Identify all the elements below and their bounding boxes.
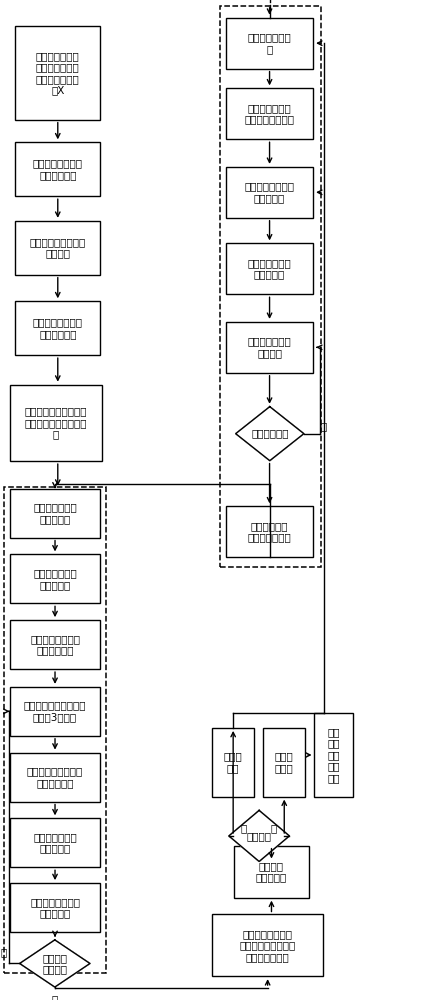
Text: 误差允许: 误差允许 (247, 831, 272, 841)
Bar (15, 221, 101, 275)
Bar (10, 883, 101, 932)
Bar (10, 687, 101, 736)
Text: 初始化训练集数
据: 初始化训练集数 据 (248, 32, 291, 54)
Text: 采用实验设计方法生
成样本集: 采用实验设计方法生 成样本集 (30, 237, 86, 259)
Text: 更新回归精度、
惩罚因子: 更新回归精度、 惩罚因子 (248, 337, 291, 358)
Text: 计算气动、电磁刚
度和阻尼矩阵: 计算气动、电磁刚 度和阻尼矩阵 (33, 317, 83, 339)
Text: 否: 否 (241, 823, 247, 833)
Bar (10, 818, 101, 867)
Text: 是: 是 (52, 994, 58, 1000)
Bar (10, 753, 101, 802)
Text: 更新种群各狼位置及
距离控制参数: 更新种群各狼位置及 距离控制参数 (27, 766, 83, 788)
Text: 建立流场模型和
电磁模型，确定
转子构形设计变
量X: 建立流场模型和 电磁模型，确定 转子构形设计变 量X (36, 51, 80, 95)
Text: 设定回归精度、
惩罚因子、核函数: 设定回归精度、 惩罚因子、核函数 (245, 103, 294, 125)
Text: 训练得到支持向量
机回归模型: 训练得到支持向量 机回归模型 (245, 182, 294, 203)
Bar (226, 88, 313, 139)
Text: 实现
转子
构形
优化
设计: 实现 转子 构形 优化 设计 (327, 727, 340, 783)
Text: 加入训
练集: 加入训 练集 (224, 752, 242, 773)
Bar (226, 243, 313, 294)
Text: 找到非支配解并更
新外部种群: 找到非支配解并更 新外部种群 (30, 897, 80, 918)
Text: 网格搜索结束: 网格搜索结束 (251, 429, 288, 439)
Bar (4, 487, 106, 973)
Bar (263, 728, 305, 797)
Bar (233, 846, 309, 898)
Text: 计算优化构形参数
的气动、电磁刚度和
气动、电磁阻尼: 计算优化构形参数 的气动、电磁刚度和 气动、电磁阻尼 (239, 929, 296, 962)
Polygon shape (229, 810, 289, 861)
Polygon shape (236, 407, 304, 461)
Bar (226, 167, 313, 218)
Text: 按轮盘赌方式从外部种
群选取3只头狼: 按轮盘赌方式从外部种 群选取3只头狼 (24, 701, 86, 722)
Text: 初始化狼群及距
离控制参数: 初始化狼群及距 离控制参数 (33, 502, 77, 524)
Text: 有限元建模计算转子最
大应力、最大扰度和质
量: 有限元建模计算转子最 大应力、最大扰度和质 量 (25, 406, 87, 439)
Bar (212, 728, 254, 797)
Text: 找到非支配解并初
始化外部种群: 找到非支配解并初 始化外部种群 (30, 634, 80, 655)
Bar (226, 506, 313, 557)
Text: 选择均方误差
最小的回归模型: 选择均方误差 最小的回归模型 (248, 521, 291, 543)
Text: 优化计算
收敛判断: 优化计算 收敛判断 (42, 953, 67, 974)
Bar (219, 6, 321, 567)
Bar (10, 489, 101, 538)
Text: 计算种群各狼的
目标函数值: 计算种群各狼的 目标函数值 (33, 832, 77, 854)
Text: 计算种群各狼的
目标函数值: 计算种群各狼的 目标函数值 (33, 568, 77, 590)
Text: 建立离心压缩机转
子参数化模型: 建立离心压缩机转 子参数化模型 (33, 158, 83, 180)
Bar (226, 18, 313, 69)
Text: 获得最
优解集: 获得最 优解集 (275, 752, 294, 773)
Text: 否: 否 (320, 421, 327, 431)
Bar (10, 620, 101, 669)
Text: 非支配解
有限元校核: 非支配解 有限元校核 (256, 861, 287, 883)
Bar (226, 322, 313, 373)
Bar (15, 26, 101, 120)
Bar (15, 142, 101, 196)
Bar (314, 713, 353, 797)
Text: 否: 否 (1, 947, 7, 957)
Bar (10, 385, 103, 461)
Bar (15, 301, 101, 355)
Bar (10, 554, 101, 603)
Text: 是: 是 (271, 823, 277, 833)
Polygon shape (20, 940, 90, 987)
Bar (212, 914, 323, 976)
Text: 计算测试集回归
的均方误差: 计算测试集回归 的均方误差 (248, 258, 291, 280)
